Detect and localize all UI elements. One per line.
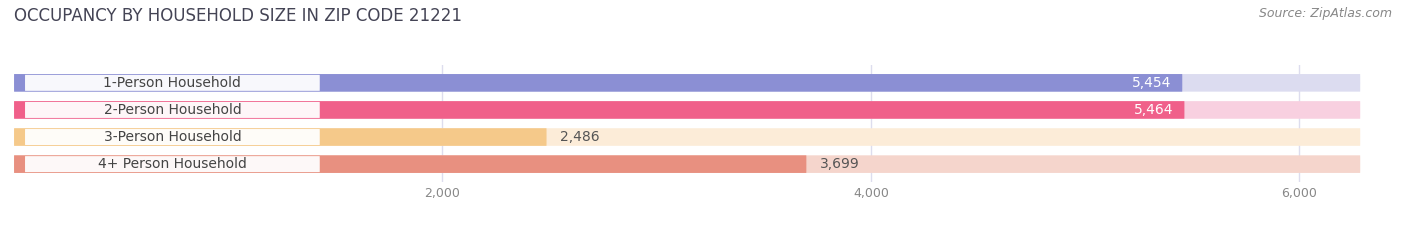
FancyBboxPatch shape — [14, 128, 1360, 146]
Text: 5,464: 5,464 — [1135, 103, 1174, 117]
Text: 2,486: 2,486 — [560, 130, 600, 144]
FancyBboxPatch shape — [14, 101, 1184, 119]
FancyBboxPatch shape — [14, 128, 547, 146]
Text: 3,699: 3,699 — [820, 157, 860, 171]
FancyBboxPatch shape — [25, 156, 319, 172]
Text: Source: ZipAtlas.com: Source: ZipAtlas.com — [1258, 7, 1392, 20]
FancyBboxPatch shape — [25, 102, 319, 118]
FancyBboxPatch shape — [25, 129, 319, 145]
Text: 1-Person Household: 1-Person Household — [104, 76, 242, 90]
FancyBboxPatch shape — [14, 155, 1360, 173]
FancyBboxPatch shape — [14, 155, 807, 173]
FancyBboxPatch shape — [25, 75, 319, 91]
FancyBboxPatch shape — [14, 101, 1360, 119]
Text: 5,454: 5,454 — [1132, 76, 1171, 90]
Text: 3-Person Household: 3-Person Household — [104, 130, 242, 144]
Text: 4+ Person Household: 4+ Person Household — [98, 157, 247, 171]
FancyBboxPatch shape — [14, 74, 1182, 92]
FancyBboxPatch shape — [14, 74, 1360, 92]
Text: OCCUPANCY BY HOUSEHOLD SIZE IN ZIP CODE 21221: OCCUPANCY BY HOUSEHOLD SIZE IN ZIP CODE … — [14, 7, 463, 25]
Text: 2-Person Household: 2-Person Household — [104, 103, 242, 117]
